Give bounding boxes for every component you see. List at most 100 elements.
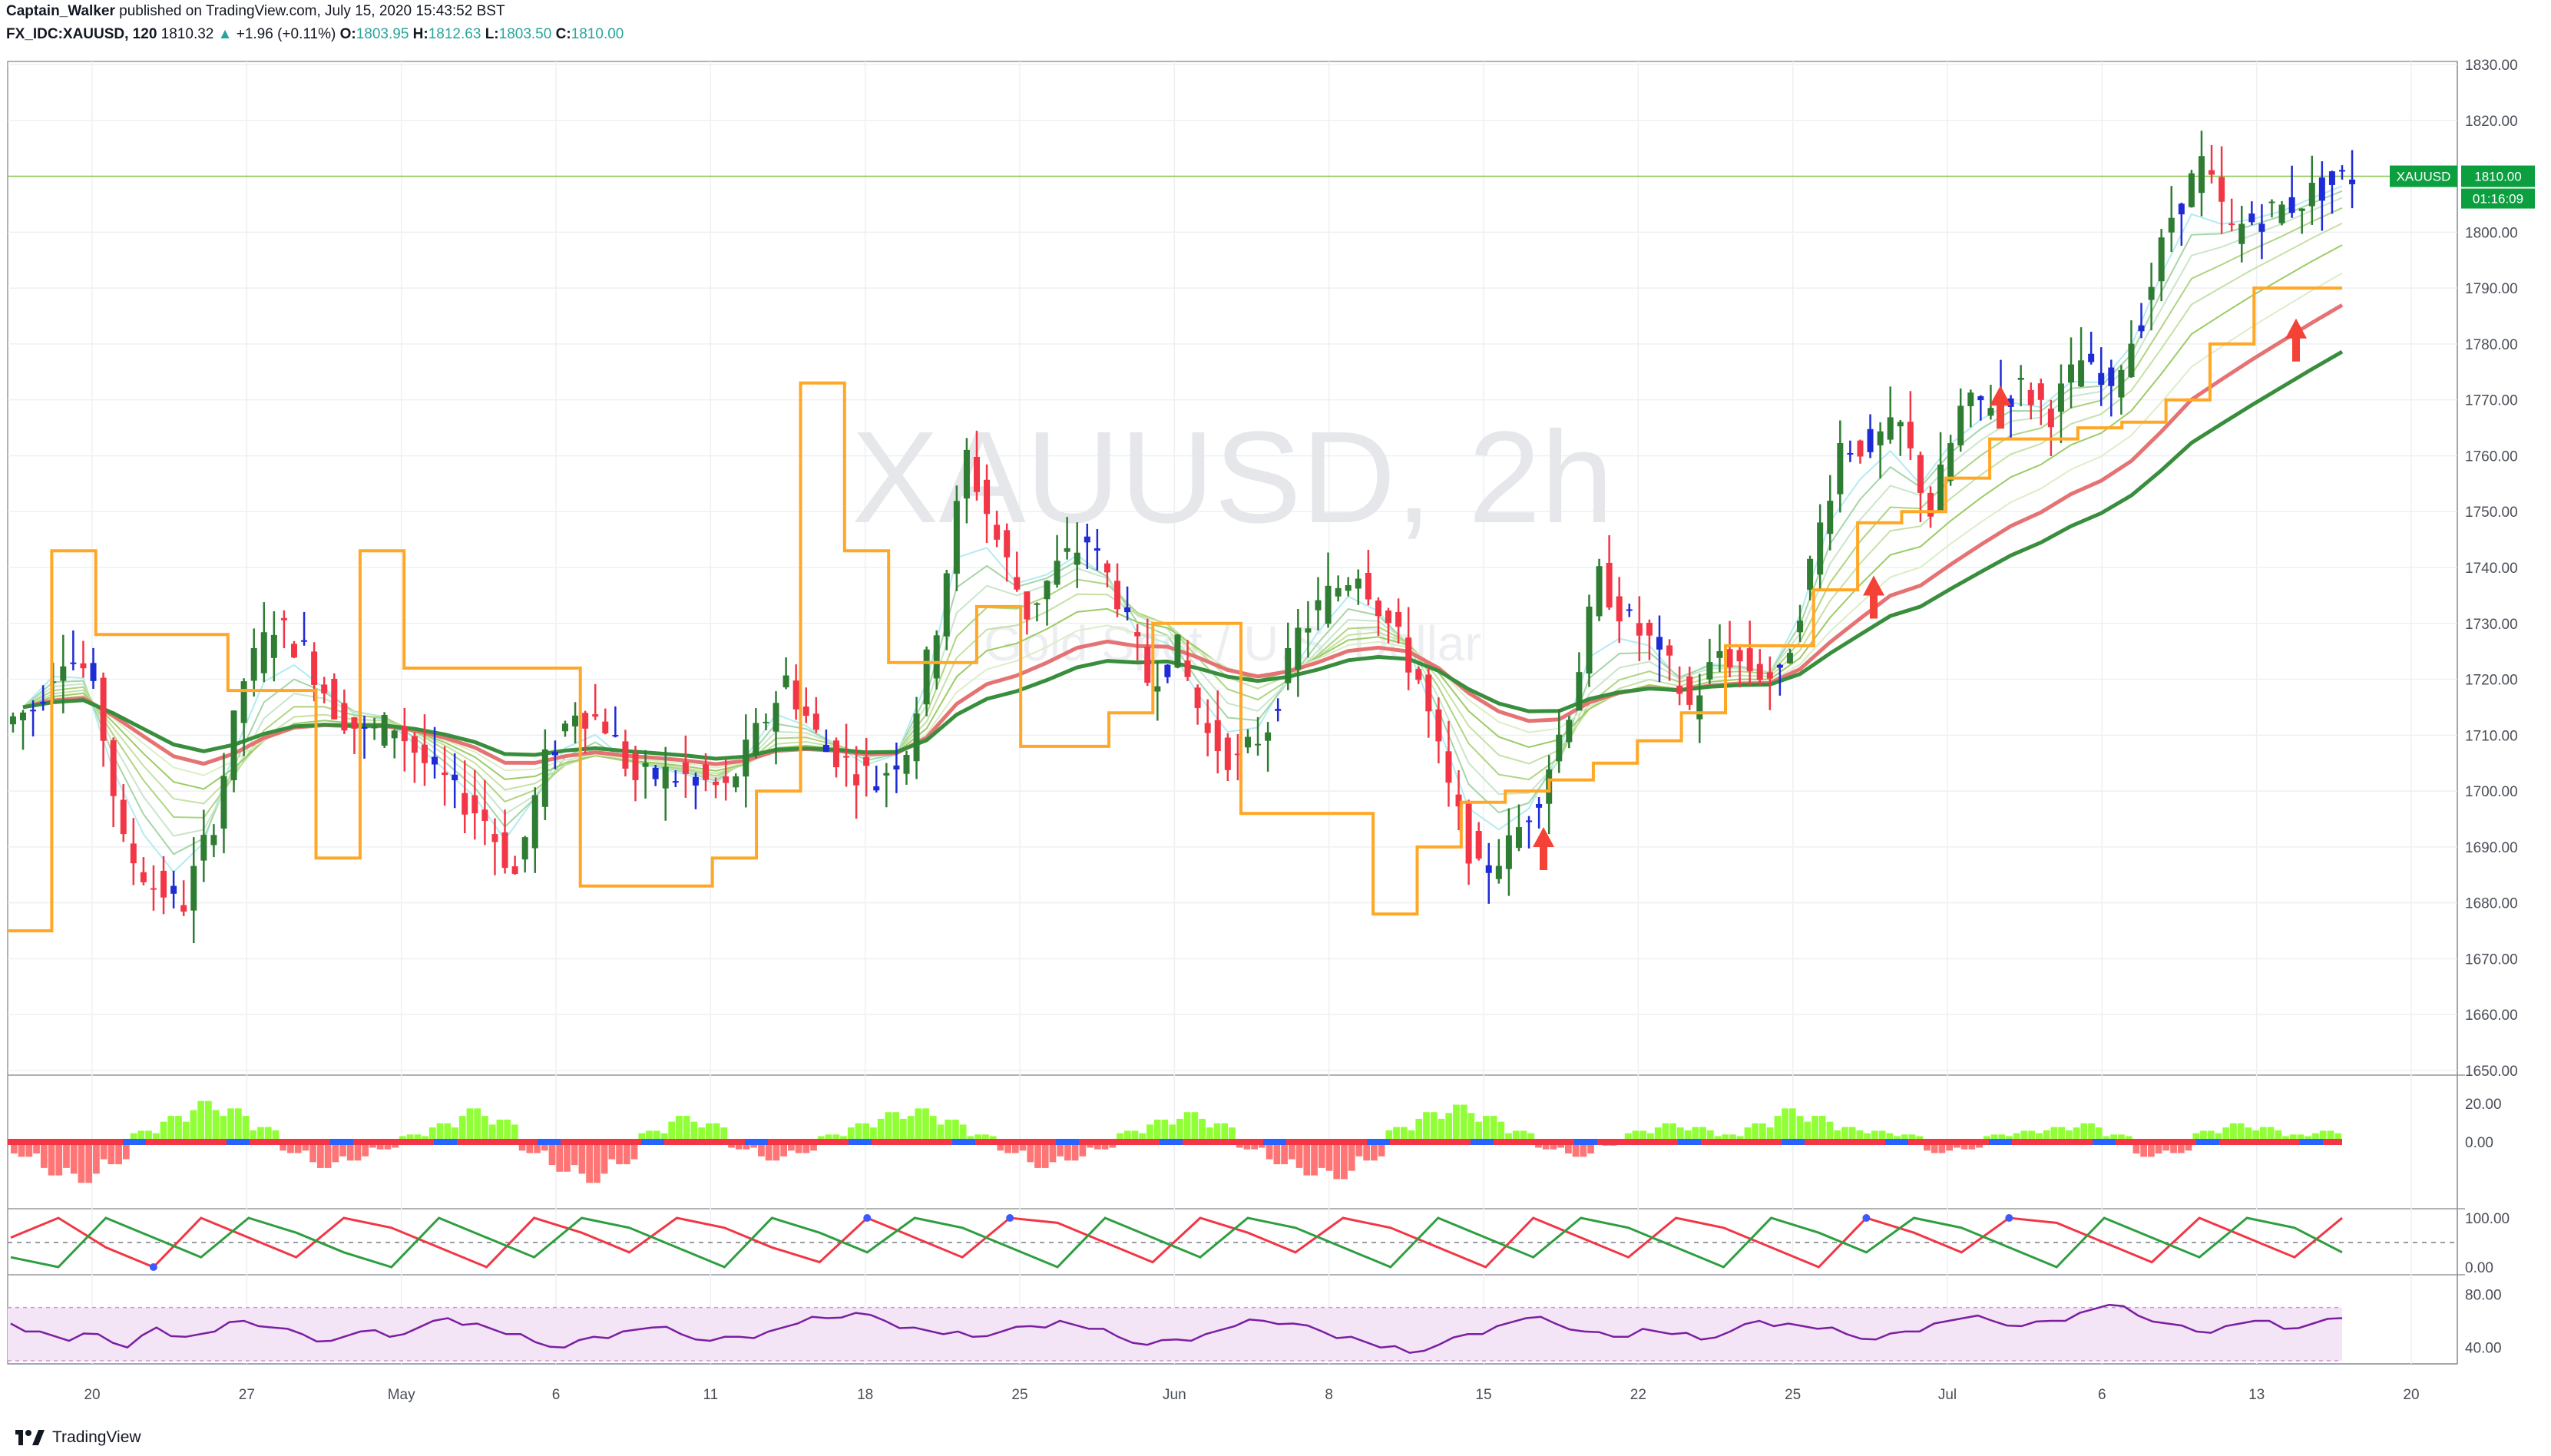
momentum-bar <box>346 1142 354 1161</box>
candle-body <box>1214 720 1221 752</box>
price-change: +1.96 (+0.11%) <box>236 26 336 42</box>
momentum-bar <box>1931 1142 1938 1153</box>
momentum-bar <box>137 1130 145 1142</box>
momentum-zero-marker <box>227 1139 250 1145</box>
momentum-bar <box>974 1134 981 1142</box>
candle-body <box>883 773 890 776</box>
candle-body <box>2238 223 2245 244</box>
candle-body <box>1746 648 1753 672</box>
momentum-bar <box>1385 1130 1393 1142</box>
candle-body <box>2228 223 2235 226</box>
candle-body <box>1676 686 1683 694</box>
candle-body <box>471 795 478 814</box>
momentum-bar <box>952 1119 959 1142</box>
momentum-bar <box>1176 1118 1183 1142</box>
momentum-bar <box>1782 1108 1788 1142</box>
candle-body <box>2278 204 2285 223</box>
momentum-bar <box>339 1142 346 1157</box>
momentum-bar <box>1826 1121 1834 1142</box>
momentum-bar <box>630 1142 638 1160</box>
momentum-bar <box>234 1108 242 1142</box>
candle-body <box>1636 623 1643 636</box>
momentum-bar <box>1542 1142 1550 1150</box>
momentum-bar <box>2050 1127 2058 1142</box>
time-tick-label: Jun <box>1163 1387 1186 1403</box>
momentum-bar <box>145 1130 152 1142</box>
candle-body <box>913 713 920 762</box>
momentum-bar <box>1759 1123 1766 1142</box>
momentum-bar <box>1057 1142 1064 1157</box>
candle-body <box>1425 674 1432 712</box>
candle-body <box>1064 548 1070 552</box>
low-value: 1803.50 <box>498 26 552 42</box>
momentum-bar <box>997 1142 1004 1151</box>
momentum-bar <box>272 1130 280 1142</box>
momentum-bar <box>2207 1130 2215 1142</box>
time-tick-label: 11 <box>703 1387 718 1403</box>
momentum-bar <box>1647 1133 1654 1142</box>
candle-body <box>873 786 880 791</box>
candle-body <box>381 714 388 746</box>
momentum-zero-marker <box>330 1139 353 1145</box>
momentum-bar <box>1169 1124 1176 1142</box>
time-tick-label: 27 <box>239 1387 255 1403</box>
candle-body <box>1094 548 1100 551</box>
momentum-bar <box>1998 1134 2006 1142</box>
momentum-bar <box>362 1142 369 1157</box>
candle-body <box>753 723 759 756</box>
symbol-label[interactable]: FX_IDC:XAUUSD, 120 <box>6 26 157 42</box>
momentum-bar <box>1243 1142 1251 1150</box>
candle-body <box>220 776 227 829</box>
footer-brand[interactable]: TradingView <box>52 1428 141 1446</box>
candle-body <box>391 730 398 739</box>
momentum-bar <box>85 1142 93 1183</box>
momentum-bar <box>167 1116 175 1142</box>
candle-body <box>40 702 47 704</box>
momentum-bar <box>1654 1127 1662 1142</box>
candle-body <box>1204 723 1211 733</box>
momentum-bar <box>1191 1112 1199 1142</box>
candle-body <box>893 765 900 770</box>
oscillator-dot <box>149 1263 157 1271</box>
candle-body <box>1827 501 1834 534</box>
momentum-bar <box>2065 1130 2073 1142</box>
momentum-bar <box>2327 1130 2334 1142</box>
candle-body <box>150 888 157 890</box>
momentum-bar <box>1341 1142 1348 1180</box>
candle-body <box>984 479 991 515</box>
momentum-bar <box>1064 1142 1071 1161</box>
momentum-bar <box>773 1142 780 1161</box>
candle-body <box>1706 662 1713 680</box>
momentum-zero-marker <box>1678 1139 1701 1145</box>
momentum-bar <box>780 1142 787 1157</box>
momentum-zero-marker <box>2300 1139 2323 1145</box>
candle-body <box>511 866 518 875</box>
time-tick-label: 13 <box>2248 1387 2265 1403</box>
momentum-bar <box>227 1108 234 1142</box>
momentum-bar <box>1183 1112 1191 1142</box>
tradingview-logo-icon[interactable] <box>15 1428 46 1447</box>
momentum-bar <box>1363 1142 1370 1161</box>
candle-body <box>561 723 568 732</box>
momentum-zero-marker <box>745 1139 768 1145</box>
momentum-bar <box>2155 1142 2162 1154</box>
candle-body <box>1465 802 1472 864</box>
author-name[interactable]: Captain_Walker <box>6 3 115 19</box>
momentum-bar <box>1251 1142 1259 1150</box>
candle-body <box>1014 577 1021 590</box>
momentum-bar <box>2252 1130 2259 1142</box>
momentum-bar <box>1131 1130 1139 1142</box>
oscillator-dot <box>1862 1214 1871 1222</box>
momentum-bar <box>1027 1142 1034 1163</box>
candle-body <box>1716 650 1723 658</box>
ma-ribbon-line <box>22 185 2343 873</box>
candle-body <box>682 762 689 774</box>
price-tick-label: 1650.00 <box>2465 1064 2518 1080</box>
candle-body <box>1365 572 1371 600</box>
momentum-bar <box>548 1142 556 1166</box>
symbol-tag-label: XAUUSD <box>2397 170 2451 184</box>
momentum-bar <box>616 1142 623 1165</box>
momentum-bar <box>280 1142 287 1151</box>
candle-body <box>832 740 839 768</box>
